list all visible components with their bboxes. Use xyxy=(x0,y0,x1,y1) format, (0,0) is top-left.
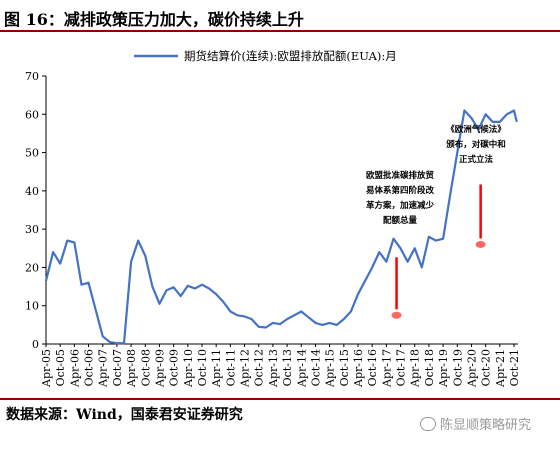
annotation-text: 《欧洲气候法》颁布，对碳中和正式立法 xyxy=(446,124,506,165)
x-tick-label: Oct-10 xyxy=(196,349,209,386)
x-tick-label: Apr-18 xyxy=(409,349,422,388)
watermark-text: 陈显顺策略研究 xyxy=(440,418,532,433)
x-tick-label: Apr-21 xyxy=(494,349,507,388)
figure-title: 图 16：减排政策压力加大，碳价持续上升 xyxy=(4,10,304,29)
x-tick-label: Apr-14 xyxy=(295,349,308,388)
x-tick-label: Oct-16 xyxy=(366,349,379,386)
x-tick-label: Apr-09 xyxy=(153,349,166,388)
x-tick-label: Apr-13 xyxy=(267,349,280,388)
x-tick-label: Oct-17 xyxy=(395,349,408,386)
x-tick-label: Apr-15 xyxy=(324,349,337,388)
y-tick-label: 10 xyxy=(25,300,39,313)
x-tick-label: Oct-09 xyxy=(168,349,181,386)
y-tick-label: 30 xyxy=(25,223,39,236)
x-tick-label: Oct-05 xyxy=(54,349,67,386)
x-tick-label: Apr-16 xyxy=(352,349,365,388)
x-tick-label: Oct-21 xyxy=(508,349,521,386)
x-tick-label: Oct-13 xyxy=(281,349,294,386)
figure-title-row: 图 16：减排政策压力加大，碳价持续上升 xyxy=(4,2,556,32)
x-tick-label: Apr-05 xyxy=(40,349,53,388)
watermark: 陈显顺策略研究 xyxy=(420,414,531,433)
x-tick-label: Oct-18 xyxy=(423,349,436,386)
annotation-marker-dot xyxy=(391,311,402,319)
x-tick-label: Apr-06 xyxy=(68,349,81,388)
x-tick-label: Apr-19 xyxy=(437,349,450,388)
x-tick-label: Oct-07 xyxy=(111,349,124,386)
title-divider xyxy=(0,30,560,32)
y-tick-label: 0 xyxy=(32,338,39,351)
annotation-marker-dot xyxy=(475,240,486,248)
x-tick-label: Oct-12 xyxy=(253,349,266,386)
x-tick-label: Apr-10 xyxy=(182,349,195,388)
x-tick-label: Apr-17 xyxy=(380,349,393,388)
y-tick-label: 60 xyxy=(25,108,39,121)
x-tick-label: Apr-07 xyxy=(97,349,110,388)
source-note: 数据来源：Wind，国泰君安证券研究 xyxy=(6,407,243,423)
x-tick-label: Apr-11 xyxy=(210,349,223,388)
x-tick-label: Oct-19 xyxy=(451,349,464,386)
x-tick-label: Apr-08 xyxy=(125,349,138,388)
annotation-text: 欧盟批准碳排放贸易体系第四阶段改革方案，加速减少配额总量 xyxy=(366,170,435,226)
x-tick-label: Apr-12 xyxy=(239,349,252,388)
x-tick-label: Oct-08 xyxy=(139,349,152,386)
y-tick-label: 70 xyxy=(25,70,39,83)
source-divider xyxy=(0,398,560,400)
wechat-icon xyxy=(420,417,436,431)
x-tick-label: Oct-20 xyxy=(480,349,493,386)
legend-label: 期货结算价(连续):欧盟排放配额(EUA):月 xyxy=(184,49,397,63)
x-tick-label: Oct-15 xyxy=(338,349,351,386)
x-tick-label: Oct-11 xyxy=(224,349,237,386)
x-tick-label: Oct-06 xyxy=(83,349,96,386)
x-tick-label: Apr-20 xyxy=(465,349,478,388)
y-tick-label: 40 xyxy=(25,185,39,198)
series-line xyxy=(44,109,518,345)
x-tick-label: Oct-14 xyxy=(309,349,322,386)
y-tick-label: 50 xyxy=(25,147,39,160)
y-tick-label: 20 xyxy=(25,261,39,274)
